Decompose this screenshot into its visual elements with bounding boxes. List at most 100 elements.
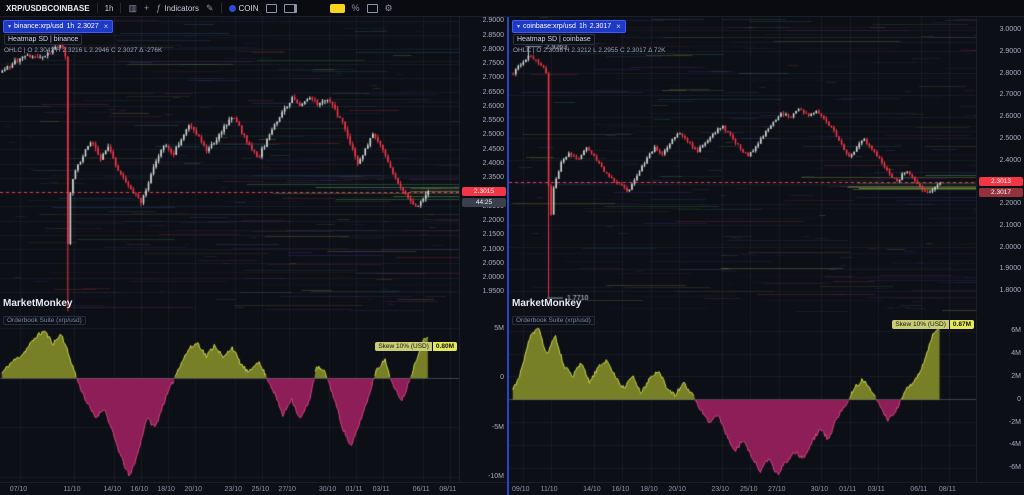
price-tick-label: 2.9000 — [999, 47, 1021, 55]
time-axis[interactable]: 09/10 11/10 14/10 16/10 18/10 20/10 23/10 25/10… — [509, 482, 1024, 495]
price-tick-label: 2.7500 — [482, 60, 504, 68]
watermark: MarketMonkey — [512, 298, 582, 309]
coin-button[interactable]: COIN — [228, 3, 259, 13]
interval-button[interactable]: 1h — [104, 3, 114, 13]
skew-value: 0.87M — [949, 320, 974, 329]
time-tick-label: 01/11 — [345, 486, 363, 493]
oscillator-tick-label: 0 — [500, 374, 504, 382]
time-axis[interactable]: 07/10 11/10 14/10 16/10 18/10 20/10 23/10 25/10… — [0, 482, 507, 495]
price-tick-label: 2.8000 — [999, 69, 1021, 77]
price-tick-label: 2.4000 — [482, 160, 504, 167]
indicator-legend[interactable]: Heatmap SD | coinbase — [513, 34, 595, 45]
oscillator-tick-label: 6M — [1011, 327, 1021, 335]
time-tick-label: 18/10 — [640, 486, 658, 493]
time-tick-label: 27/10 — [768, 486, 786, 493]
time-tick-label: 30/10 — [318, 486, 337, 493]
oscillator-tick-label: 5M — [494, 324, 504, 332]
toolbar-divider — [220, 3, 222, 13]
time-tick-label: 23/10 — [224, 486, 243, 493]
skew-label: Skew 10% (USD) — [892, 320, 949, 329]
time-tick-label: 14/10 — [583, 486, 601, 493]
time-tick-label: 27/10 — [278, 486, 296, 493]
price-tick-label: 2.2000 — [482, 217, 504, 225]
fx-icon: ƒ — [156, 2, 162, 13]
price-tick-label: 2.7000 — [999, 91, 1021, 99]
percent-icon[interactable]: % — [351, 2, 360, 13]
settings-gear-icon[interactable]: ⚙ — [384, 2, 393, 13]
oscillator-axis[interactable]: 5M 0 -5M -10M — [459, 314, 507, 482]
last-price-badge: 2.3015 — [462, 187, 506, 197]
price-tick-label: 2.9000 — [482, 17, 504, 25]
price-axis[interactable]: 3.0000 2.9000 2.8000 2.7000 2.6000 2.5000 2.40… — [976, 17, 1024, 313]
time-tick-label: 06/11 — [412, 486, 430, 493]
price-chart-canvas[interactable] — [0, 17, 460, 313]
price-tick-label: 1.9000 — [999, 265, 1021, 273]
oscillator-tick-label: 0 — [1017, 395, 1021, 403]
price-tick-label: 2.4000 — [999, 156, 1021, 164]
price-chart-canvas[interactable] — [509, 17, 977, 313]
price-tick-label: 2.4500 — [482, 145, 504, 153]
time-tick-label: 25/10 — [739, 486, 758, 493]
time-tick-label: 18/10 — [157, 486, 175, 493]
oscillator-tick-label: 2M — [1011, 372, 1021, 380]
oscillator-tick-label: -5M — [491, 423, 504, 431]
orderbook-oscillator-canvas[interactable] — [509, 314, 977, 482]
time-tick-label: 09/10 — [512, 486, 530, 493]
price-tick-label: 2.6500 — [482, 88, 504, 96]
chart-tab[interactable]: ▾ coinbase:xrp/usd 1h 2.3017 × — [512, 20, 626, 33]
chart-panel-coinbase[interactable]: ▾ coinbase:xrp/usd 1h 2.3017 × Heatmap S… — [507, 17, 1024, 495]
alt-price-badge: 2.3017 — [979, 188, 1023, 198]
fullscreen-icon[interactable] — [265, 3, 277, 13]
coin-label: COIN — [238, 3, 259, 13]
oscillator-axis[interactable]: 6M 4M 2M 0 -2M -4M -6M — [976, 314, 1024, 482]
candles-style-icon[interactable]: ▥ — [128, 2, 137, 13]
close-icon[interactable]: × — [616, 22, 621, 31]
time-tick-label: 06/11 — [910, 486, 928, 493]
price-tick-label: 2.0500 — [482, 259, 504, 267]
ohlc-legend: OHLC | O 2.3042 H 2.3216 L 2.2946 C 2.30… — [4, 47, 163, 54]
countdown-badge: 44:25 — [462, 198, 506, 208]
time-tick-label: 23/10 — [711, 486, 729, 493]
price-tick-label: 2.0000 — [999, 243, 1021, 251]
orderbook-oscillator-canvas[interactable] — [0, 314, 460, 482]
snapshot-icon[interactable] — [366, 3, 378, 13]
oscillator-tick-label: -4M — [1008, 441, 1021, 449]
oscillator-tick-label: -2M — [1008, 418, 1021, 426]
oscillator-tick-label: -10M — [488, 473, 504, 481]
time-tick-label: 08/11 — [439, 486, 457, 493]
price-tick-label: 3.0000 — [999, 26, 1021, 34]
toolbar-divider — [96, 3, 98, 13]
chart-panel-binance[interactable]: ▾ binance:xrp/usd 1h 2.3027 × Heatmap SD… — [0, 17, 507, 495]
tab-price: 2.3027 — [77, 23, 99, 30]
price-tick-label: 2.6000 — [482, 102, 504, 110]
chevron-down-icon: ▾ — [517, 24, 521, 30]
chart-tab[interactable]: ▾ binance:xrp/usd 1h 2.3027 × — [3, 20, 114, 33]
chevron-down-icon: ▾ — [8, 24, 12, 30]
skew-label: Skew 10% (USD) — [375, 342, 432, 351]
indicator-legend[interactable]: Heatmap SD | binance — [4, 34, 83, 45]
layout-panels-icon[interactable] — [283, 3, 297, 13]
orderbook-suite-title[interactable]: Orderbook Suite (xrp/usd) — [3, 316, 86, 325]
draw-pencil-icon[interactable]: ✎ — [205, 2, 214, 13]
price-tick-label: 2.2000 — [999, 200, 1021, 208]
drawing-color-swatch[interactable] — [329, 3, 345, 13]
price-tick-label: 2.1500 — [482, 231, 504, 239]
tab-price: 2.3017 — [589, 23, 612, 30]
time-tick-label: 03/11 — [867, 486, 885, 493]
orderbook-suite-title[interactable]: Orderbook Suite (xrp/usd) — [512, 316, 595, 325]
indicators-button[interactable]: ƒ Indicators — [156, 2, 199, 13]
compare-plus-icon[interactable]: + — [144, 2, 150, 13]
time-tick-label: 20/10 — [184, 486, 203, 493]
time-tick-label: 11/10 — [63, 486, 81, 493]
close-icon[interactable]: × — [103, 22, 109, 31]
price-tick-label: 2.5000 — [482, 131, 504, 139]
skew-value: 0.80M — [432, 342, 457, 351]
price-axis[interactable]: 2.9000 2.8500 2.8000 2.7500 2.7000 2.6500 2.60… — [459, 17, 507, 313]
price-tick-label: 2.7000 — [482, 74, 504, 82]
time-tick-label: 20/10 — [668, 486, 686, 493]
price-tick-label: 2.8500 — [482, 31, 504, 39]
price-tick-label: 2.1000 — [999, 221, 1021, 229]
time-tick-label: 14/10 — [103, 486, 122, 493]
symbol-button[interactable]: XRP/USDBCOINBASE — [6, 3, 90, 13]
watermark: MarketMonkey — [3, 298, 73, 309]
